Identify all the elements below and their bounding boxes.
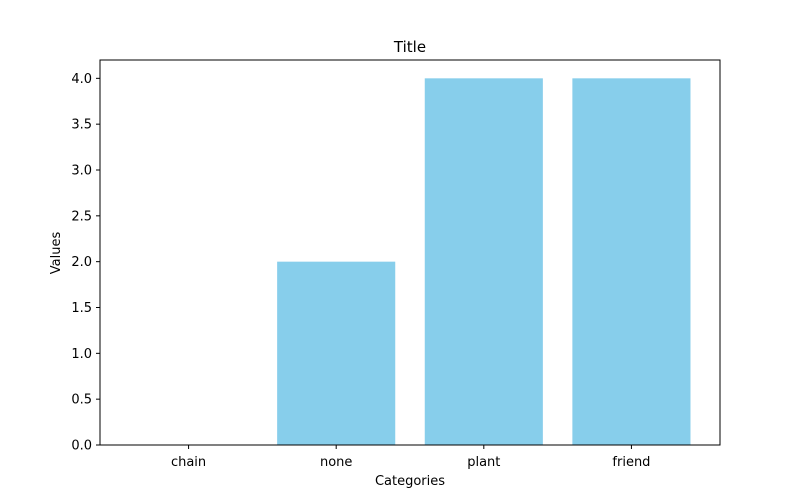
y-axis-ticks: 0.0 0.5 1.0 1.5 2.0 2.5 3.0 3.5 4.0 xyxy=(71,72,100,454)
bar-friend xyxy=(572,78,691,445)
x-tick-label: none xyxy=(320,455,352,470)
y-tick-label: 2.0 xyxy=(71,255,92,270)
x-axis-label: Categories xyxy=(375,474,445,489)
bar-none xyxy=(277,261,396,445)
x-axis-ticks: chain none plant friend xyxy=(171,445,650,470)
chart-title: Title xyxy=(393,38,426,56)
y-tick-label: 1.0 xyxy=(71,347,92,362)
y-tick-label: 1.5 xyxy=(71,301,92,316)
plot-area-frame xyxy=(99,59,721,446)
y-tick-label: 0.5 xyxy=(71,393,92,408)
y-axis-label: Values xyxy=(49,232,64,275)
y-tick-label: 0.0 xyxy=(71,439,92,454)
x-tick-label: chain xyxy=(171,455,206,470)
bars-group xyxy=(277,78,691,445)
x-tick-label: plant xyxy=(467,455,500,470)
bar-plant xyxy=(424,78,543,445)
x-tick-label: friend xyxy=(612,455,650,470)
y-tick-label: 2.5 xyxy=(71,209,92,224)
y-tick-label: 4.0 xyxy=(71,72,92,87)
y-tick-label: 3.5 xyxy=(71,118,92,133)
y-tick-label: 3.0 xyxy=(71,164,92,179)
